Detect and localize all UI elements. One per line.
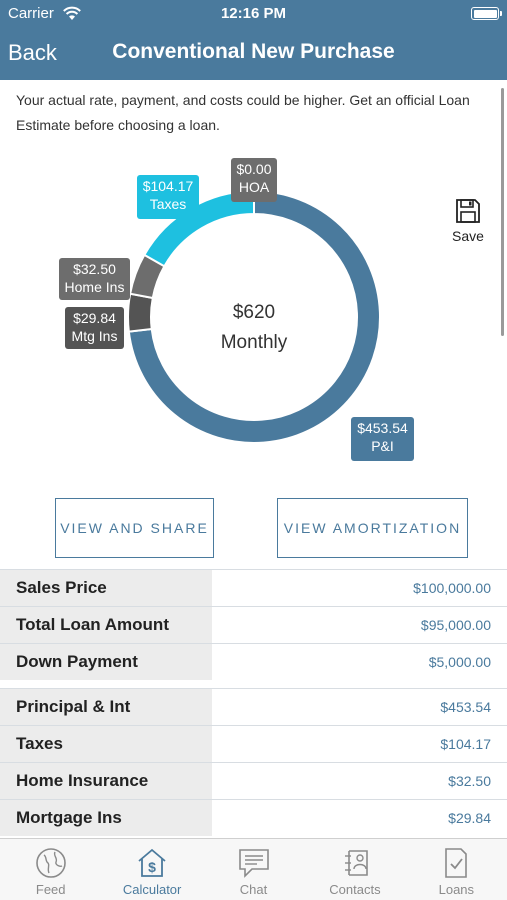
callout-taxes-value: $104.17 [142, 178, 194, 194]
chat-icon [238, 849, 269, 878]
tab-label: Calculator [122, 882, 182, 897]
row-value: $32.50 [448, 773, 491, 789]
row-label: Home Insurance [0, 763, 212, 799]
disclaimer-text: Your actual rate, payment, and costs cou… [16, 92, 470, 133]
row-value: $100,000.00 [413, 580, 491, 596]
row-label: Principal & Int [0, 689, 212, 725]
view-and-share-button[interactable]: VIEW AND SHARE [55, 498, 214, 558]
row-value: $104.17 [440, 736, 491, 752]
tab-label: Feed [35, 882, 66, 897]
callout-hoa-value: $0.00 [236, 161, 272, 177]
callout-pi-label: P&I [371, 438, 394, 454]
row-label: Total Loan Amount [0, 607, 212, 643]
clock: 12:16 PM [220, 5, 287, 22]
svg-text:$: $ [148, 859, 156, 875]
loan-summary-table: Sales Price $100,000.00 Total Loan Amoun… [0, 569, 507, 680]
row-label: Mortgage Ins [0, 800, 212, 836]
tab-feed[interactable]: Feed [0, 839, 101, 900]
callout-taxes: $104.17 Taxes [137, 175, 199, 219]
callout-hoa: $0.00 HOA [231, 158, 277, 202]
callout-hoa-label: HOA [238, 179, 270, 195]
callout-taxes-label: Taxes [149, 196, 187, 212]
table-row-principal-int: Principal & Int $453.54 [0, 688, 507, 725]
table-row-total-loan-amount: Total Loan Amount $95,000.00 [0, 606, 507, 643]
callout-mtg-ins-label: Mtg Ins [71, 328, 118, 344]
calculator-house-icon: $ [138, 848, 166, 877]
callout-home-ins-value: $32.50 [73, 261, 116, 277]
tab-chat[interactable]: Chat [203, 839, 304, 900]
row-value: $95,000.00 [420, 617, 491, 633]
payment-donut-chart [127, 189, 381, 444]
tab-label: Chat [239, 882, 268, 897]
donut-slice-p-i [127, 189, 381, 444]
contacts-icon [344, 850, 368, 876]
payment-breakdown-table: Principal & Int $453.54 Taxes $104.17 Ho… [0, 688, 507, 836]
callout-pi-value: $453.54 [357, 420, 408, 436]
callout-mtg-ins: $29.84 Mtg Ins [65, 307, 124, 349]
tab-calculator[interactable]: $ Calculator [101, 839, 202, 900]
row-label: Down Payment [0, 644, 212, 680]
status-bar: Carrier 12:16 PM [0, 0, 507, 28]
row-value: $5,000.00 [428, 654, 491, 670]
tab-contacts[interactable]: Contacts [304, 839, 405, 900]
page-title: Conventional New Purchase [112, 40, 395, 63]
table-row-taxes: Taxes $104.17 [0, 725, 507, 762]
row-label: Sales Price [0, 570, 212, 606]
wifi-icon [63, 6, 81, 20]
tab-loans[interactable]: Loans [406, 839, 507, 900]
callout-pi: $453.54 P&I [351, 417, 414, 461]
carrier-label: Carrier [8, 5, 54, 22]
tab-label: Contacts [329, 882, 381, 897]
tab-label: Loans [438, 882, 475, 897]
tab-bar: Feed $ Calculator Chat Contacts [0, 838, 507, 900]
chart-center-amount: $620 [232, 302, 276, 323]
nav-bar: Back Conventional New Purchase [0, 28, 507, 80]
scroll-indicator[interactable] [501, 88, 504, 336]
back-button[interactable]: Back [8, 40, 57, 65]
table-row-mortgage-ins: Mortgage Ins $29.84 [0, 799, 507, 836]
view-amortization-button[interactable]: VIEW AMORTIZATION [277, 498, 468, 558]
table-row-down-payment: Down Payment $5,000.00 [0, 643, 507, 680]
battery-icon [471, 7, 502, 20]
chart-center-label: Monthly [220, 332, 288, 353]
callout-mtg-ins-value: $29.84 [73, 310, 116, 326]
table-row-sales-price: Sales Price $100,000.00 [0, 569, 507, 606]
row-value: $29.84 [448, 810, 491, 826]
donut-slice-mtg-ins [127, 292, 154, 333]
globe-icon [35, 848, 66, 878]
save-label: Save [452, 228, 484, 244]
row-label: Taxes [0, 726, 212, 762]
row-value: $453.54 [440, 699, 491, 715]
table-row-home-insurance: Home Insurance $32.50 [0, 762, 507, 799]
callout-home-ins-label: Home Ins [64, 279, 125, 295]
callout-home-ins: $32.50 Home Ins [59, 258, 130, 300]
loans-icon [445, 848, 468, 878]
floppy-disk-icon [456, 199, 480, 223]
app-header: Carrier 12:16 PM Back Conventional New P… [0, 0, 507, 80]
save-button[interactable]: Save [447, 198, 489, 250]
